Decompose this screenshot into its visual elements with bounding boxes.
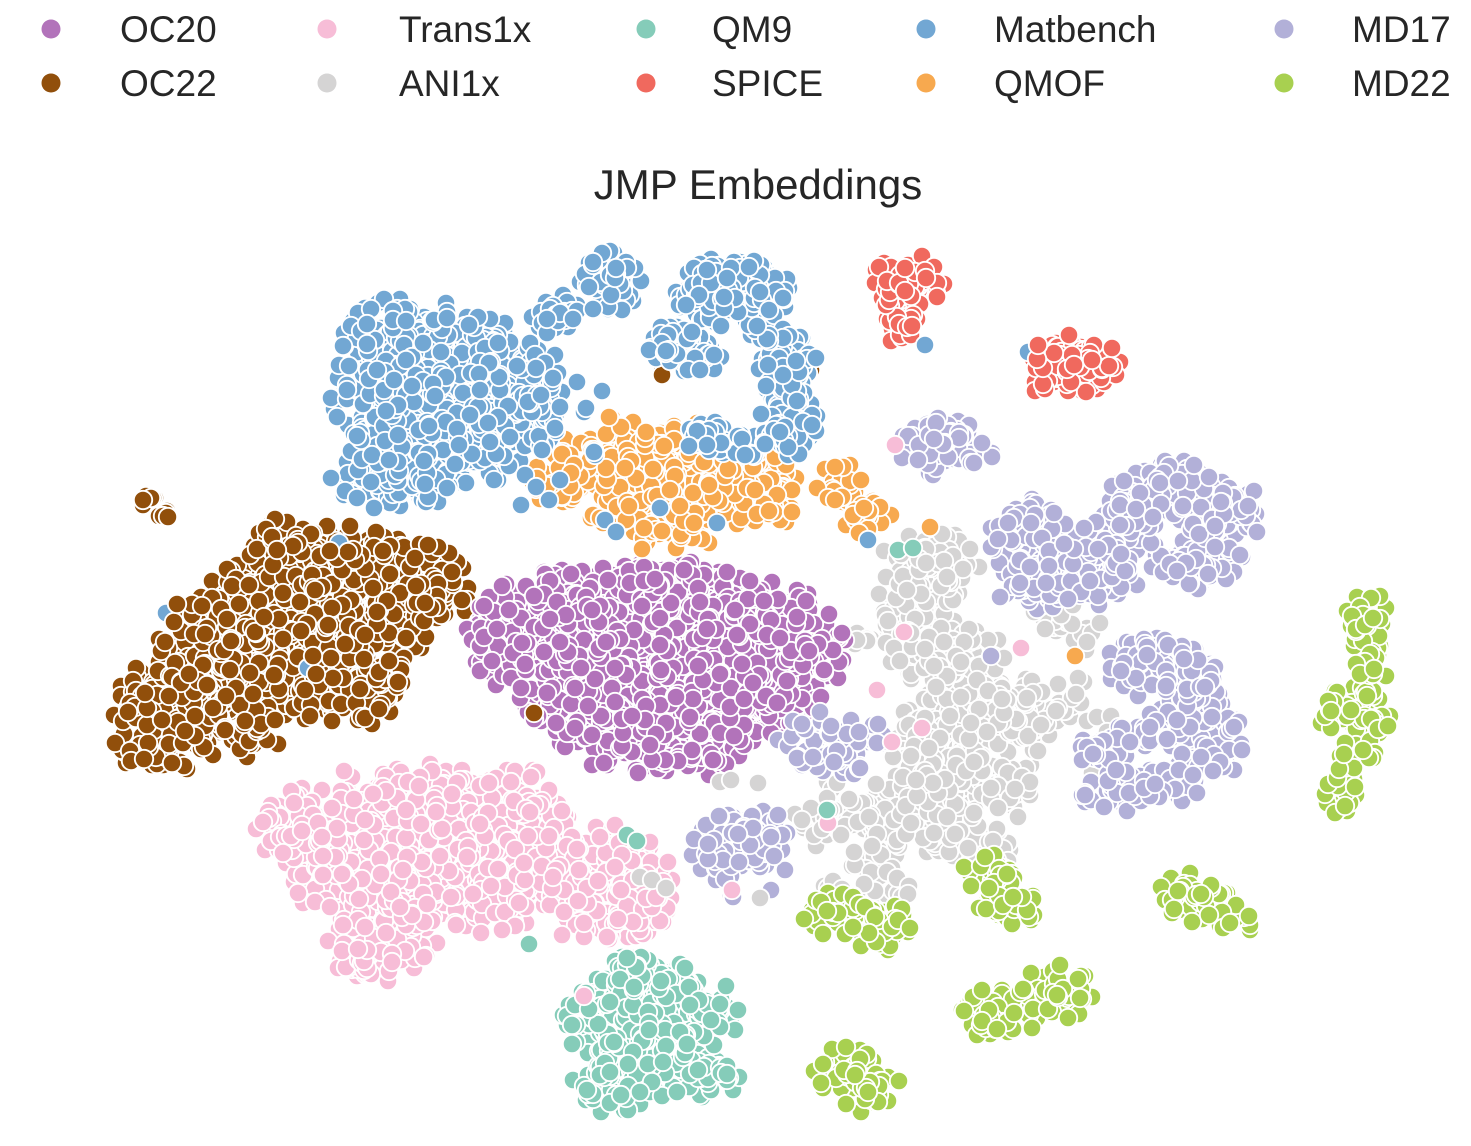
svg-text:MD22: MD22	[1352, 63, 1451, 104]
svg-text:Trans1x: Trans1x	[399, 9, 532, 50]
svg-text:MD17: MD17	[1352, 9, 1451, 50]
svg-text:QMOF: QMOF	[994, 63, 1105, 104]
svg-text:OC20: OC20	[120, 9, 217, 50]
svg-text:ANI1x: ANI1x	[399, 63, 500, 104]
svg-text:Matbench: Matbench	[994, 9, 1157, 50]
svg-text:OC22: OC22	[120, 63, 217, 104]
svg-text:JMP Embeddings: JMP Embeddings	[594, 161, 922, 208]
svg-text:SPICE: SPICE	[712, 63, 823, 104]
svg-text:QM9: QM9	[712, 9, 792, 50]
